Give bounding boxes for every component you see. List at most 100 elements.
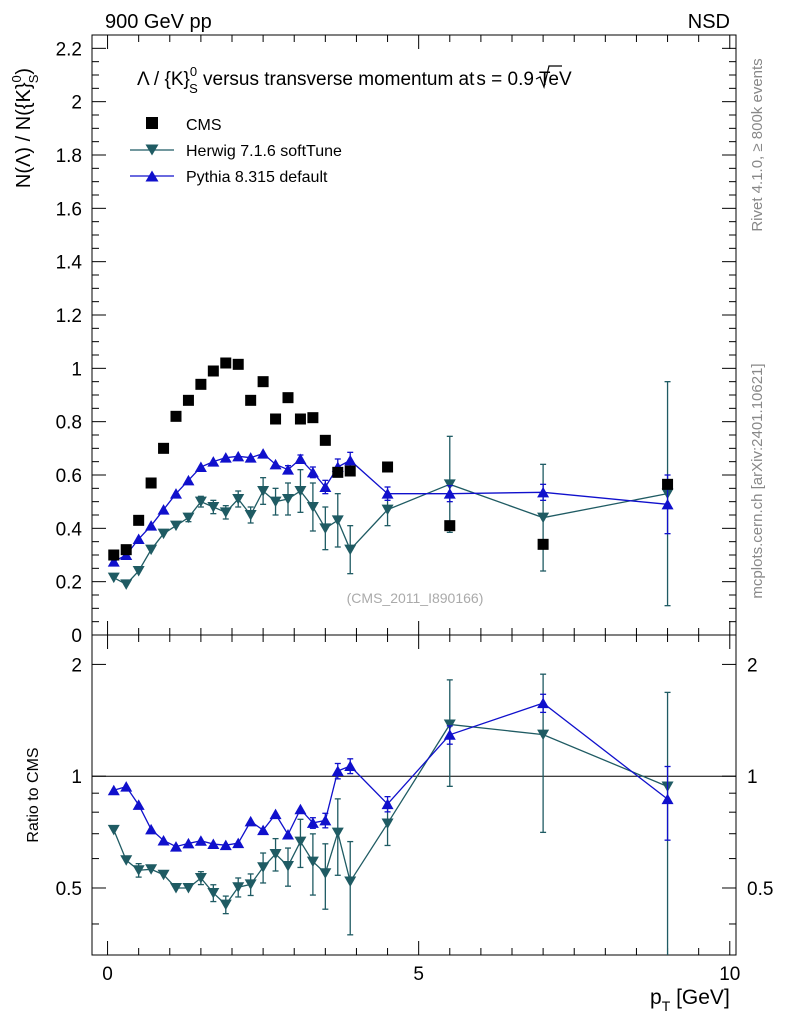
- y-tick-label: 1.2: [56, 306, 82, 327]
- legend: CMS Herwig 7.1.6 softTune Pythia 8.315 d…: [130, 117, 342, 186]
- y-axis-label: N(Λ) / N({K}0 S): [9, 68, 41, 188]
- analysis-label: (CMS_2011_I890166): [347, 590, 484, 606]
- herwig-ratio-point: [120, 855, 133, 866]
- y-tick-label: 0.6: [56, 466, 82, 487]
- cms-point: [319, 434, 331, 446]
- ratio-tick-label-right: 2: [747, 655, 758, 676]
- herwig-ratio-point: [269, 849, 282, 860]
- legend-pythia-marker: [145, 170, 159, 182]
- herwig-ratio-point: [157, 869, 170, 881]
- main-plot-area: [107, 357, 674, 607]
- pythia-ratio-point: [537, 697, 550, 709]
- herwig-ratio-point: [257, 862, 270, 873]
- y-tick-label: 0.8: [56, 413, 82, 434]
- pythia-ratio-point: [381, 798, 394, 810]
- pythia-ratio-point: [120, 781, 133, 792]
- y-tick-label: 1.8: [56, 146, 82, 167]
- herwig-point: [182, 512, 195, 524]
- pythia-ratio-point: [132, 799, 145, 810]
- y-tick-label: 1: [71, 359, 82, 380]
- herwig-point: [319, 523, 332, 534]
- pythia-ratio-point: [443, 729, 456, 740]
- herwig-ratio-point: [244, 879, 257, 890]
- rivet-label: Rivet 4.1.0, ≥ 800k events: [749, 58, 766, 231]
- pythia-ratio-point: [294, 803, 307, 815]
- pythia-ratio-point: [244, 815, 257, 827]
- herwig-point: [443, 479, 456, 490]
- herwig-point: [120, 579, 133, 590]
- legend-pythia-label: Pythia 8.315 default: [186, 169, 328, 186]
- pythia-ratio-point: [319, 814, 332, 826]
- herwig-ratio-point: [537, 729, 550, 741]
- y-tick-label: 1.6: [56, 199, 82, 220]
- pythia-point: [257, 448, 270, 459]
- herwig-ratio-point: [331, 827, 344, 839]
- cms-point: [257, 376, 269, 388]
- herwig-ratio-point: [107, 824, 120, 836]
- pythia-point: [319, 481, 332, 492]
- pythia-ratio-point: [282, 828, 294, 840]
- herwig-ratio-point: [381, 818, 394, 829]
- pythia-point: [232, 450, 245, 462]
- cms-point: [282, 392, 294, 404]
- herwig-point: [232, 494, 245, 505]
- herwig-point: [331, 515, 344, 526]
- x-tick-label: 0: [102, 964, 113, 985]
- header-left-label: 900 GeV pp: [105, 11, 212, 33]
- ratio-y-axis-label: Ratio to CMS: [25, 747, 42, 842]
- pythia-point: [107, 556, 120, 567]
- cms-point: [270, 413, 282, 425]
- cms-point: [307, 412, 319, 424]
- cms-point: [245, 394, 257, 406]
- cms-point: [207, 365, 219, 377]
- pythia-point: [306, 466, 319, 478]
- herwig-ratio-point: [170, 882, 182, 894]
- pythia-point: [244, 452, 257, 463]
- ratio-tick-label-right: 1: [747, 767, 758, 788]
- y-tick-label: 1.4: [56, 253, 83, 274]
- ratio-plot-area: [107, 673, 674, 955]
- pythia-point: [661, 498, 674, 510]
- x-tick-label: 10: [719, 964, 740, 985]
- pythia-ratio-point: [232, 837, 245, 849]
- pythia-ratio-point: [257, 824, 270, 836]
- cms-point: [332, 466, 344, 478]
- herwig-ratio-point: [306, 856, 319, 868]
- herwig-ratio-point: [182, 882, 195, 894]
- cms-point: [195, 378, 207, 390]
- pythia-ratio-point: [661, 793, 674, 805]
- herwig-ratio-point: [282, 860, 294, 872]
- herwig-ratio-point: [232, 882, 245, 893]
- herwig-point: [145, 544, 158, 556]
- ratio-tick-label-left: 0.5: [56, 879, 82, 900]
- cms-point: [158, 442, 170, 454]
- herwig-ratio-point: [443, 719, 456, 730]
- cms-point: [182, 394, 194, 406]
- pythia-ratio-point: [182, 837, 195, 849]
- pythia-point: [269, 458, 282, 470]
- y-tick-label: 0.4: [56, 519, 83, 540]
- cms-point: [537, 538, 549, 550]
- herwig-point: [107, 572, 120, 584]
- pythia-ratio-point: [145, 823, 158, 835]
- herwig-point: [381, 504, 394, 516]
- herwig-point: [306, 502, 319, 513]
- herwig-point: [344, 544, 357, 556]
- herwig-point: [294, 486, 307, 497]
- pythia-point: [294, 453, 307, 464]
- herwig-ratio-point: [219, 899, 232, 911]
- herwig-point: [282, 494, 294, 505]
- pythia-ratio-point: [194, 835, 207, 846]
- herwig-ratio-point: [194, 873, 207, 884]
- cms-point: [170, 410, 182, 422]
- pythia-point: [194, 461, 207, 472]
- cms-point: [133, 514, 145, 526]
- chart-title: Λ / {K}0 S versus transverse momentum at s…: [137, 64, 572, 96]
- ratio-tick-label-left: 2: [71, 655, 82, 676]
- cms-point: [382, 461, 394, 473]
- cms-point: [662, 478, 674, 490]
- pythia-point: [282, 464, 294, 475]
- herwig-point: [157, 528, 170, 540]
- pythia-point: [145, 520, 158, 531]
- cms-point: [444, 520, 456, 532]
